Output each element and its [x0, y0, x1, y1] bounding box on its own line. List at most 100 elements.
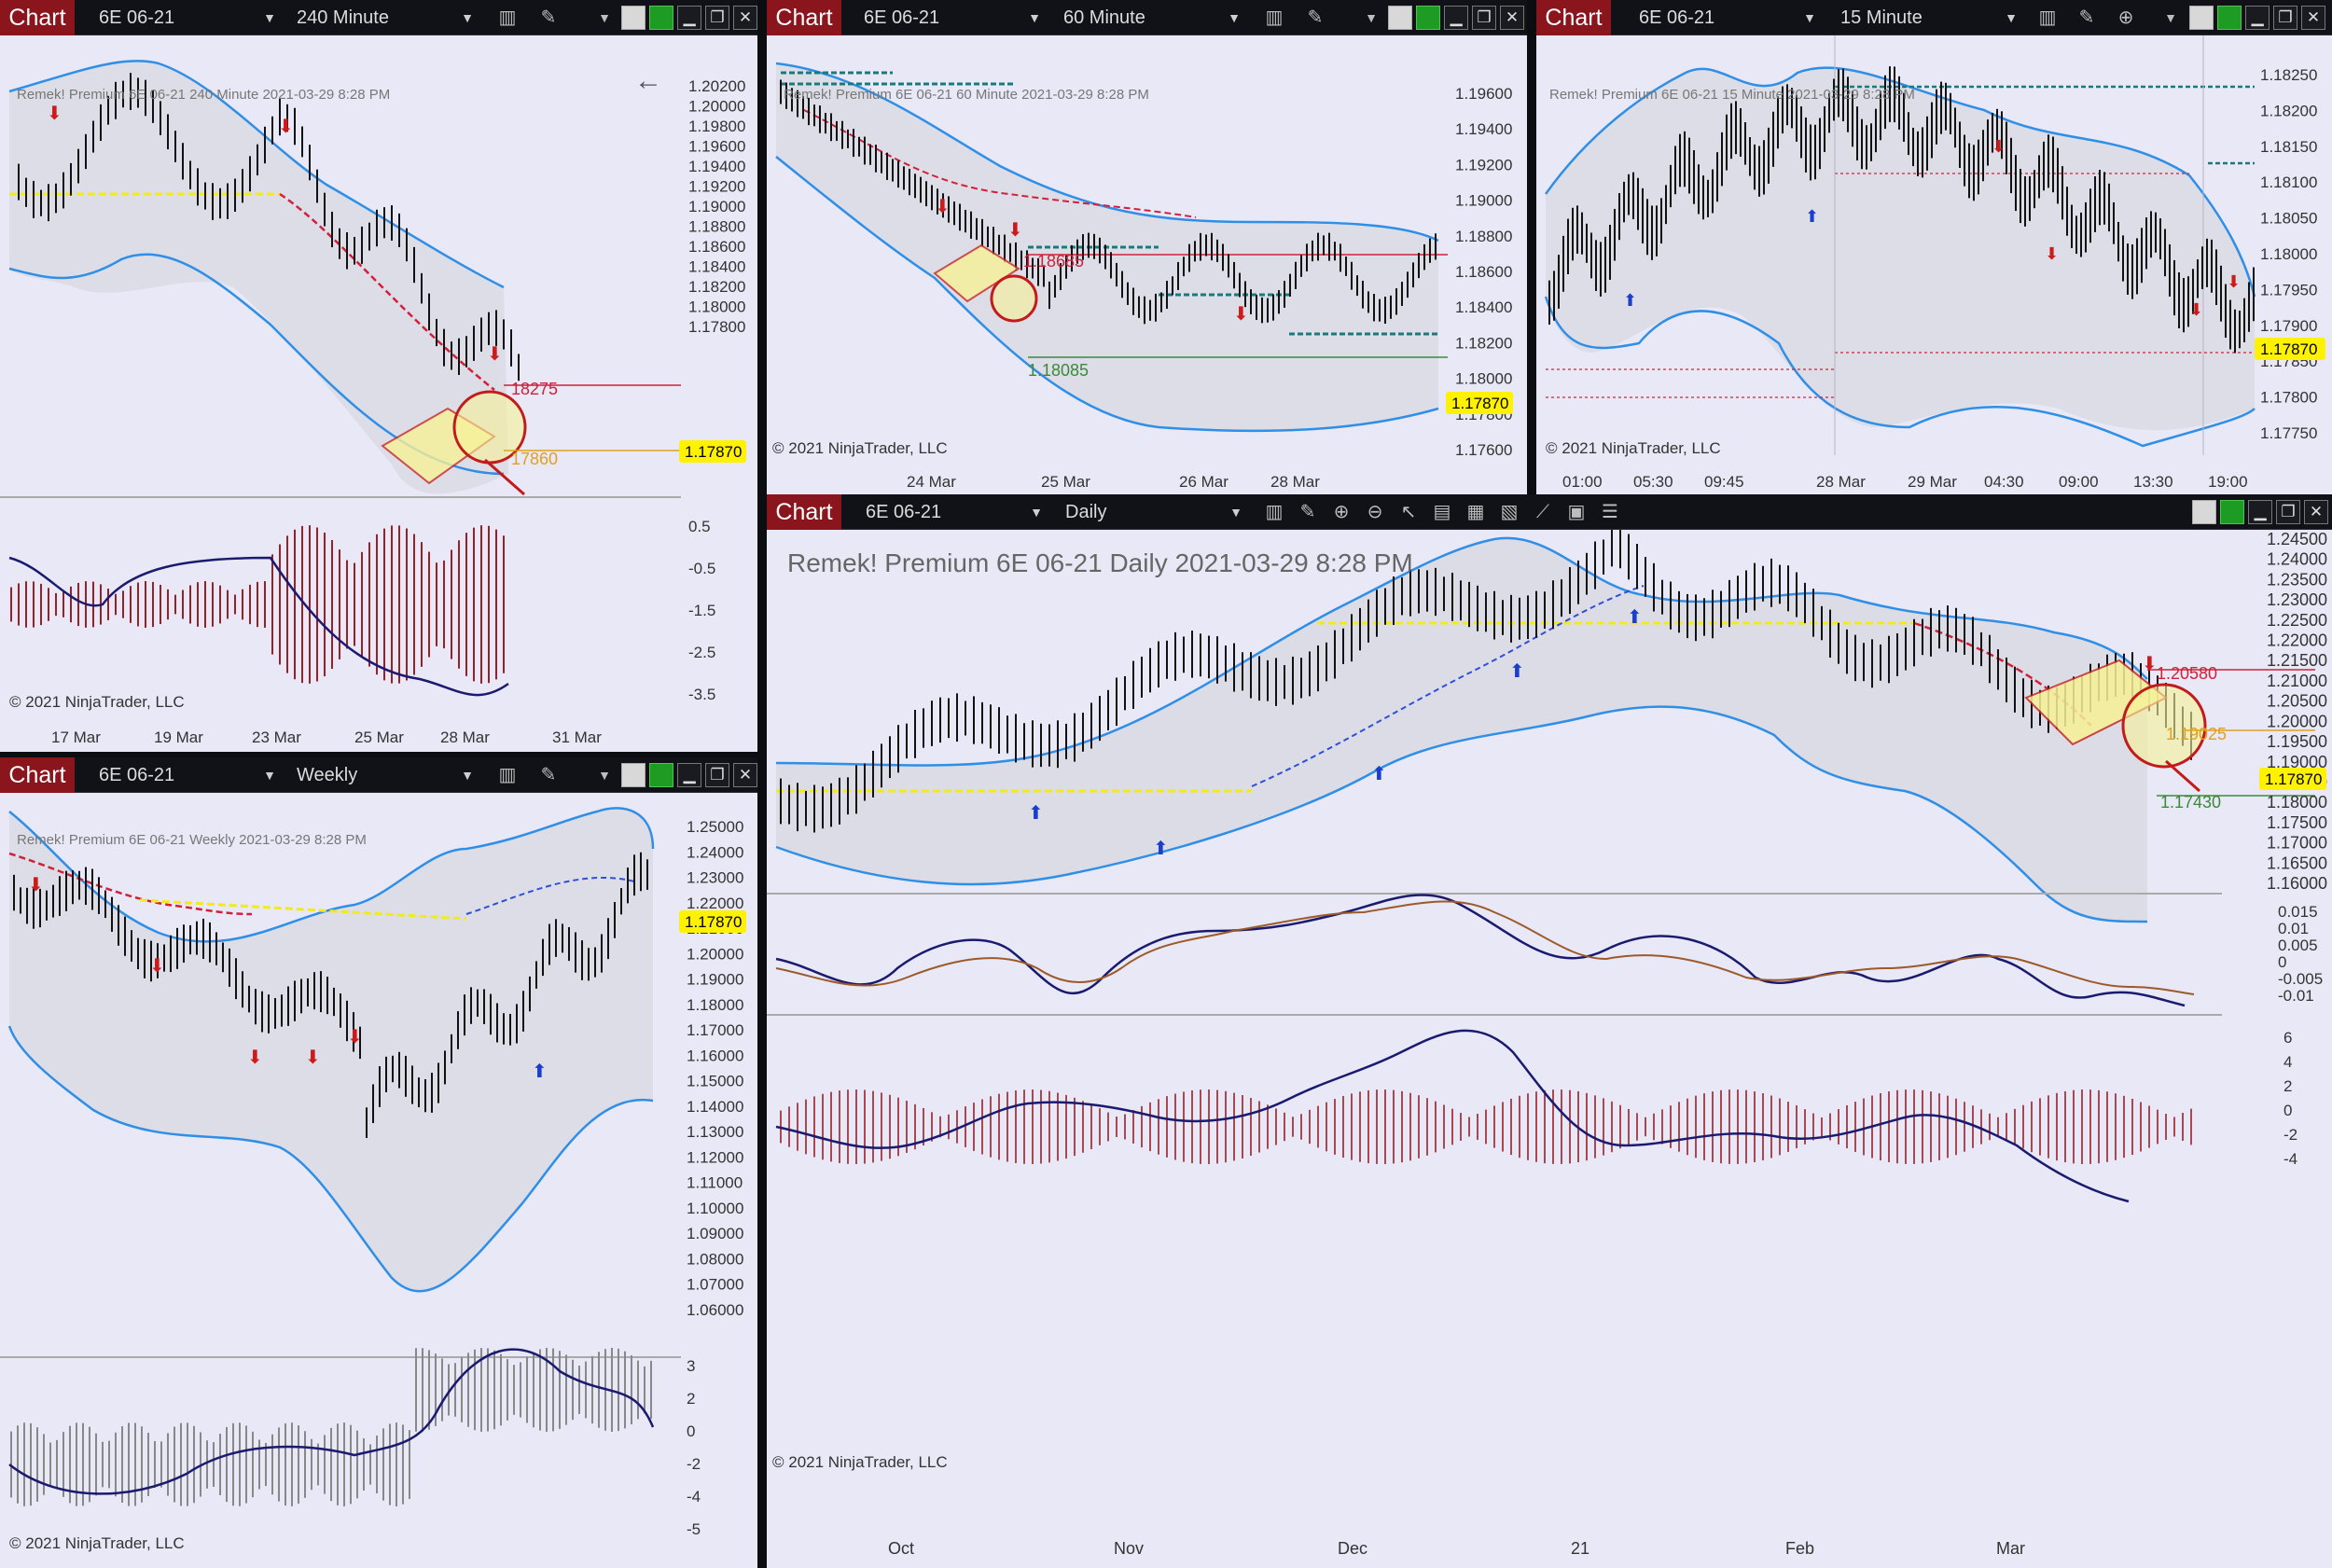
- instrument-link-icon[interactable]: [649, 6, 673, 30]
- minimize-icon[interactable]: ▁: [2248, 500, 2272, 524]
- up-arrow-icon: ⬆: [532, 1062, 548, 1082]
- dropdown-chevron-icon[interactable]: ▼: [1365, 10, 1378, 25]
- instrument-link-icon[interactable]: [1416, 6, 1440, 30]
- chart-style-icon[interactable]: ▥: [2038, 7, 2057, 28]
- y-axis-label: 1.19400: [1455, 120, 1512, 138]
- draw-pencil-icon[interactable]: ✎: [540, 7, 557, 28]
- zoom-out-icon[interactable]: ⊖: [1367, 502, 1383, 522]
- y-axis-label: 1.18000: [2267, 793, 2327, 812]
- zoom-in-icon[interactable]: ⊕: [1333, 502, 1350, 522]
- properties-icon[interactable]: ▤: [1433, 502, 1451, 522]
- y-axis-label: 1.22500: [2267, 611, 2327, 630]
- chart-canvas[interactable]: 1.20580 1.19025 1.17430 Remek! Premium 6…: [767, 530, 2332, 1568]
- zoom-in-icon[interactable]: ⊕: [2117, 7, 2134, 28]
- instrument-value: 6E 06-21: [99, 7, 175, 28]
- link-color-icon[interactable]: [2189, 6, 2214, 30]
- x-axis-label: 28 Mar: [1816, 473, 1866, 491]
- interval-selector[interactable]: 60 Minute ▼: [1058, 6, 1244, 31]
- dropdown-chevron-icon[interactable]: ▼: [598, 10, 611, 25]
- minimize-icon[interactable]: ▁: [677, 763, 701, 787]
- layout-icon[interactable]: ☰: [1602, 502, 1618, 522]
- indicators-icon[interactable]: ▦: [1466, 502, 1485, 522]
- draw-pencil-icon[interactable]: ✎: [2078, 7, 2095, 28]
- chart-menu-button[interactable]: Chart: [0, 0, 75, 35]
- interval-selector[interactable]: Weekly ▼: [291, 763, 478, 788]
- dropdown-chevron-icon: ▼: [1030, 505, 1043, 520]
- y-axis-label: 1.18050: [2260, 210, 2317, 228]
- chart-menu-button[interactable]: Chart: [0, 757, 75, 793]
- instrument-selector[interactable]: 6E 06-21 ▼: [860, 500, 1047, 525]
- link-color-icon[interactable]: [621, 6, 645, 30]
- interval-selector[interactable]: 15 Minute ▼: [1835, 6, 2021, 31]
- copyright: © 2021 NinjaTrader, LLC: [772, 439, 948, 457]
- instrument-selector[interactable]: 6E 06-21 ▼: [1633, 6, 1820, 31]
- maximize-icon[interactable]: ❐: [705, 763, 729, 787]
- instrument-link-icon[interactable]: [2220, 500, 2244, 524]
- y-axis-label: 1.18000: [2260, 245, 2317, 263]
- chart-style-icon[interactable]: ▥: [1265, 502, 1284, 522]
- close-icon[interactable]: ✕: [1500, 6, 1524, 30]
- interval-selector[interactable]: Daily ▼: [1060, 500, 1246, 525]
- chart-canvas[interactable]: 1.18685 1.18085 Remek! Premium 6E 06-21 …: [767, 35, 1527, 494]
- dropdown-chevron-icon[interactable]: ▼: [598, 768, 611, 783]
- instrument-value: 6E 06-21: [864, 7, 940, 28]
- down-arrow-icon: ⬇: [2045, 244, 2059, 263]
- pointer-icon[interactable]: ↖: [1400, 502, 1417, 522]
- strategies-icon[interactable]: ▧: [1500, 502, 1519, 522]
- chart-style-icon[interactable]: ▥: [498, 7, 517, 28]
- instrument-value: 6E 06-21: [99, 765, 175, 785]
- close-icon[interactable]: ✕: [2301, 6, 2325, 30]
- chart-canvas[interactable]: Remek! Premium 6E 06-21 15 Minute 2021-0…: [1536, 35, 2332, 494]
- maximize-icon[interactable]: ❐: [2273, 6, 2297, 30]
- dropdown-chevron-icon[interactable]: ▼: [2164, 10, 2177, 25]
- minimize-icon[interactable]: ▁: [1444, 6, 1468, 30]
- close-icon[interactable]: ✕: [733, 763, 757, 787]
- y-axis-label: 1.18800: [1455, 228, 1512, 245]
- minimize-icon[interactable]: ▁: [2245, 6, 2270, 30]
- draw-pencil-icon[interactable]: ✎: [1299, 502, 1316, 522]
- x-axis-label: 09:00: [2059, 473, 2099, 491]
- y-axis-label: 1.21500: [2267, 651, 2327, 670]
- back-arrow-icon[interactable]: ←: [634, 65, 662, 96]
- chart-menu-button[interactable]: Chart: [767, 0, 841, 35]
- minimize-icon[interactable]: ▁: [677, 6, 701, 30]
- chart-style-icon[interactable]: ▥: [498, 765, 517, 785]
- y-axis-label: 1.18250: [2260, 66, 2317, 84]
- y-axis-label: 1.20000: [687, 945, 743, 963]
- instrument-link-icon[interactable]: [2217, 6, 2242, 30]
- x-axis-label: 04:30: [1984, 473, 2024, 491]
- draw-pencil-icon[interactable]: ✎: [1307, 7, 1324, 28]
- link-color-icon[interactable]: [1388, 6, 1412, 30]
- instrument-selector[interactable]: 6E 06-21 ▼: [858, 6, 1045, 31]
- chart-canvas[interactable]: Remek! Premium 6E 06-21 Weekly 2021-03-2…: [0, 793, 757, 1568]
- chart-style-icon[interactable]: ▥: [1265, 7, 1284, 28]
- instrument-link-icon[interactable]: [649, 763, 673, 787]
- instrument-value: 6E 06-21: [1639, 7, 1715, 28]
- y-axis-label: 1.17000: [687, 1021, 743, 1039]
- down-arrow-icon: ⬇: [2189, 300, 2203, 319]
- maximize-icon[interactable]: ❐: [705, 6, 729, 30]
- maximize-icon[interactable]: ❐: [2276, 500, 2300, 524]
- maximize-icon[interactable]: ❐: [1472, 6, 1496, 30]
- chart-menu-button[interactable]: Chart: [1536, 0, 1611, 35]
- link-color-icon[interactable]: [621, 763, 645, 787]
- x-axis-label: 05:30: [1633, 473, 1673, 491]
- chart-menu-button[interactable]: Chart: [767, 494, 841, 530]
- y-axis-label: 1.19400: [688, 158, 745, 175]
- order-icon[interactable]: ▣: [1567, 502, 1586, 522]
- instrument-selector[interactable]: 6E 06-21 ▼: [93, 763, 280, 788]
- y-axis-label: 1.23000: [2267, 590, 2327, 609]
- data-box-icon[interactable]: ⟋: [1536, 502, 1549, 522]
- chart-window-15-minute: Chart 6E 06-21 ▼ 15 Minute ▼ ▥ ✎ ⊕ ▼ ▁ ❐ ✕: [1536, 0, 2332, 494]
- close-icon[interactable]: ✕: [733, 6, 757, 30]
- close-icon[interactable]: ✕: [2304, 500, 2328, 524]
- draw-pencil-icon[interactable]: ✎: [540, 765, 557, 785]
- chart-canvas[interactable]: 18275 17860 Remek! Premium 6E 06-21 240 …: [0, 35, 757, 752]
- y-axis-label: 1.18000: [1455, 370, 1512, 388]
- link-color-icon[interactable]: [2192, 500, 2216, 524]
- osc-axis-label: 3: [687, 1357, 695, 1375]
- instrument-selector[interactable]: 6E 06-21 ▼: [93, 6, 280, 31]
- x-axis-label: 26 Mar: [1179, 473, 1228, 491]
- interval-selector[interactable]: 240 Minute ▼: [291, 6, 478, 31]
- dropdown-chevron-icon: ▼: [1229, 505, 1242, 520]
